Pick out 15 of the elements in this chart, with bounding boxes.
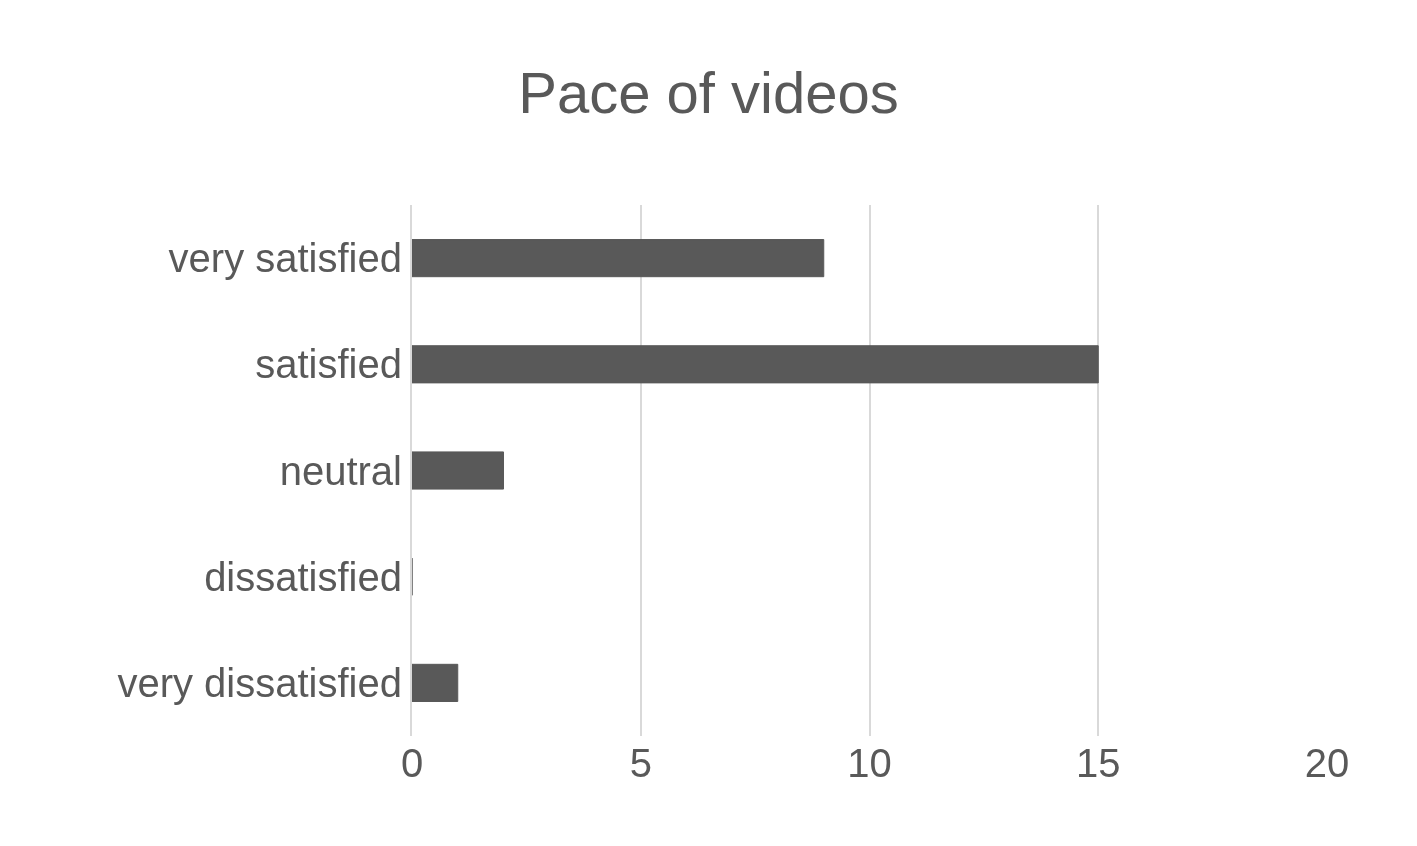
y-tick-label: dissatisfied [204, 554, 402, 599]
bar [412, 239, 825, 278]
bar [412, 663, 459, 702]
x-tick-label: 15 [1076, 741, 1121, 785]
x-tick-label: 0 [400, 741, 424, 785]
bar [412, 451, 504, 490]
y-tick-label: satisfied [255, 342, 402, 387]
x-tick-label: 20 [1304, 741, 1350, 785]
bar [412, 345, 1099, 384]
y-tick-label: very satisfied [168, 236, 402, 281]
x-tick-label: 5 [629, 741, 652, 785]
y-tick-label: neutral [279, 448, 402, 493]
x-tick-label: 10 [847, 741, 892, 785]
chart-title: Pace of videos [518, 60, 899, 126]
y-tick-label: very dissatisfied [117, 660, 402, 705]
